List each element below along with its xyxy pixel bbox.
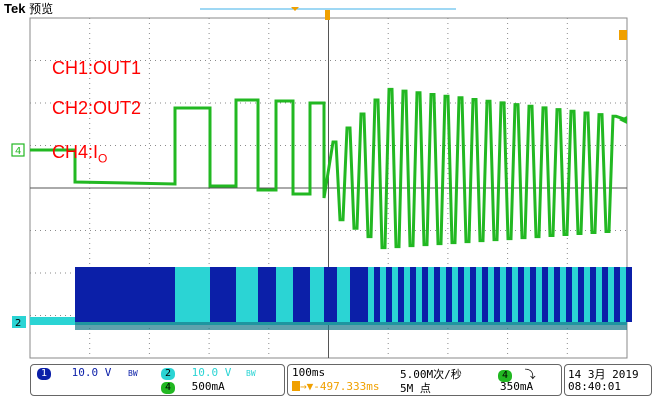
- ch4-scale: 500mA: [191, 380, 225, 393]
- switch-segment: [542, 267, 548, 322]
- trigger-offset: →▼-497.333ms: [292, 380, 379, 393]
- ch2-badge: 2: [161, 368, 176, 380]
- switch-segment: [422, 267, 428, 322]
- switch-segment: [548, 267, 554, 322]
- switch-segment: [374, 267, 380, 322]
- trigger-source-item[interactable]: 4 ⤵: [498, 366, 536, 382]
- switch-segment: [404, 267, 410, 322]
- switch-segment: [293, 267, 310, 322]
- switch-segment: [458, 267, 464, 322]
- switch-segment: [452, 267, 458, 322]
- trigger-position-marker[interactable]: [200, 7, 456, 20]
- channel-scale-panel[interactable]: 1 10.0 V BW 2 10.0 V BW 4 500mA: [30, 364, 285, 396]
- ch4-ground-marker[interactable]: 4: [11, 143, 25, 157]
- switch-segment: [464, 267, 470, 322]
- record-length: 5M 点: [400, 382, 431, 395]
- trigger-t-icon: [292, 381, 300, 391]
- ch1-badge: 1: [37, 368, 52, 380]
- ch4-badge: 4: [161, 382, 176, 394]
- annotation-ch4: CH4:IO: [52, 142, 108, 166]
- switch-segment: [416, 267, 422, 322]
- sample-rate: 5.00M次/秒: [400, 368, 462, 381]
- switch-segment: [518, 267, 524, 322]
- trigger-level: 350mA: [500, 380, 534, 393]
- switch-segment: [506, 267, 512, 322]
- switch-segment: [440, 267, 446, 322]
- switch-segment: [554, 267, 560, 322]
- switch-segment: [488, 267, 494, 322]
- ch2-marker-text: 2: [15, 318, 21, 329]
- brand-text: Tek: [4, 1, 26, 16]
- ch4-scale-item[interactable]: 4 500mA: [161, 380, 225, 394]
- switch-segment: [482, 267, 488, 322]
- switch-segment: [608, 267, 614, 322]
- switch-segment: [584, 267, 590, 322]
- switch-segment: [620, 267, 626, 322]
- switch-segment: [428, 267, 434, 322]
- switch-segment: [536, 267, 542, 322]
- date: 14 3月 2019: [568, 368, 639, 381]
- ch2-scale-item[interactable]: 2 10.0 V BW: [161, 366, 256, 380]
- switch-segment: [276, 267, 293, 322]
- annotation-ch2: CH2:OUT2: [52, 98, 142, 118]
- waveform-traces: [30, 87, 632, 330]
- ch4-marker-text: 4: [15, 146, 21, 157]
- switch-segment: [310, 267, 324, 322]
- switch-segment: [386, 267, 392, 322]
- switch-segment: [476, 267, 482, 322]
- switch-segment: [398, 267, 404, 322]
- trigger-source-badge: 4: [498, 370, 513, 382]
- ch2-ripple: [75, 322, 627, 330]
- time: 08:40:01: [568, 380, 621, 393]
- switch-segment: [434, 267, 440, 322]
- switch-segment: [566, 267, 572, 322]
- timebase-panel[interactable]: 100ms 5.00M次/秒 →▼-497.333ms 5M 点 4 ⤵ 350…: [287, 364, 562, 396]
- switch-segment: [530, 267, 536, 322]
- switch-segment: [236, 267, 258, 322]
- ch2-ground-marker[interactable]: 2: [12, 316, 26, 329]
- switch-segment: [380, 267, 386, 322]
- switch-segment: [512, 267, 518, 322]
- switch-segment: [337, 267, 350, 322]
- switch-segment: [210, 267, 236, 322]
- switch-segment: [572, 267, 578, 322]
- timebase: 100ms: [292, 366, 326, 379]
- ch1-burst: [75, 267, 175, 322]
- switch-segment: [324, 267, 337, 322]
- switch-segment: [392, 267, 398, 322]
- ch1-scale-item[interactable]: 1 10.0 V BW: [37, 366, 138, 380]
- switch-segment: [494, 267, 500, 322]
- switch-segment: [362, 267, 368, 322]
- switch-segment: [614, 267, 620, 322]
- ch1-scale: 10.0 V: [71, 366, 112, 379]
- ch4-current-trace: [30, 87, 628, 250]
- ch2-bw-limit: BW: [246, 369, 256, 378]
- switch-segment: [368, 267, 374, 322]
- trigger-slope-icon: ⤵: [524, 368, 536, 381]
- switch-segment: [560, 267, 566, 322]
- switch-segment: [590, 267, 596, 322]
- switch-segment: [350, 267, 362, 322]
- switch-segment: [500, 267, 506, 322]
- switch-segment: [446, 267, 452, 322]
- switch-segment: [524, 267, 530, 322]
- annotation-ch1: CH1:OUT1: [52, 58, 142, 78]
- trigger-level-marker[interactable]: [619, 30, 627, 124]
- ch2-scale: 10.0 V: [191, 366, 232, 379]
- switch-segment: [578, 267, 584, 322]
- ch1-bw-limit: BW: [128, 369, 138, 378]
- switch-segment: [410, 267, 416, 322]
- datetime-panel: 14 3月 2019 08:40:01: [564, 364, 652, 396]
- switch-segment: [470, 267, 476, 322]
- brand-logo: Tek 预览: [4, 0, 53, 17]
- mode-label: 预览: [29, 2, 54, 16]
- switch-segment: [596, 267, 602, 322]
- switch-segment: [602, 267, 608, 322]
- switch-segment: [175, 267, 210, 322]
- switch-segment: [626, 267, 632, 322]
- switch-segment: [258, 267, 276, 322]
